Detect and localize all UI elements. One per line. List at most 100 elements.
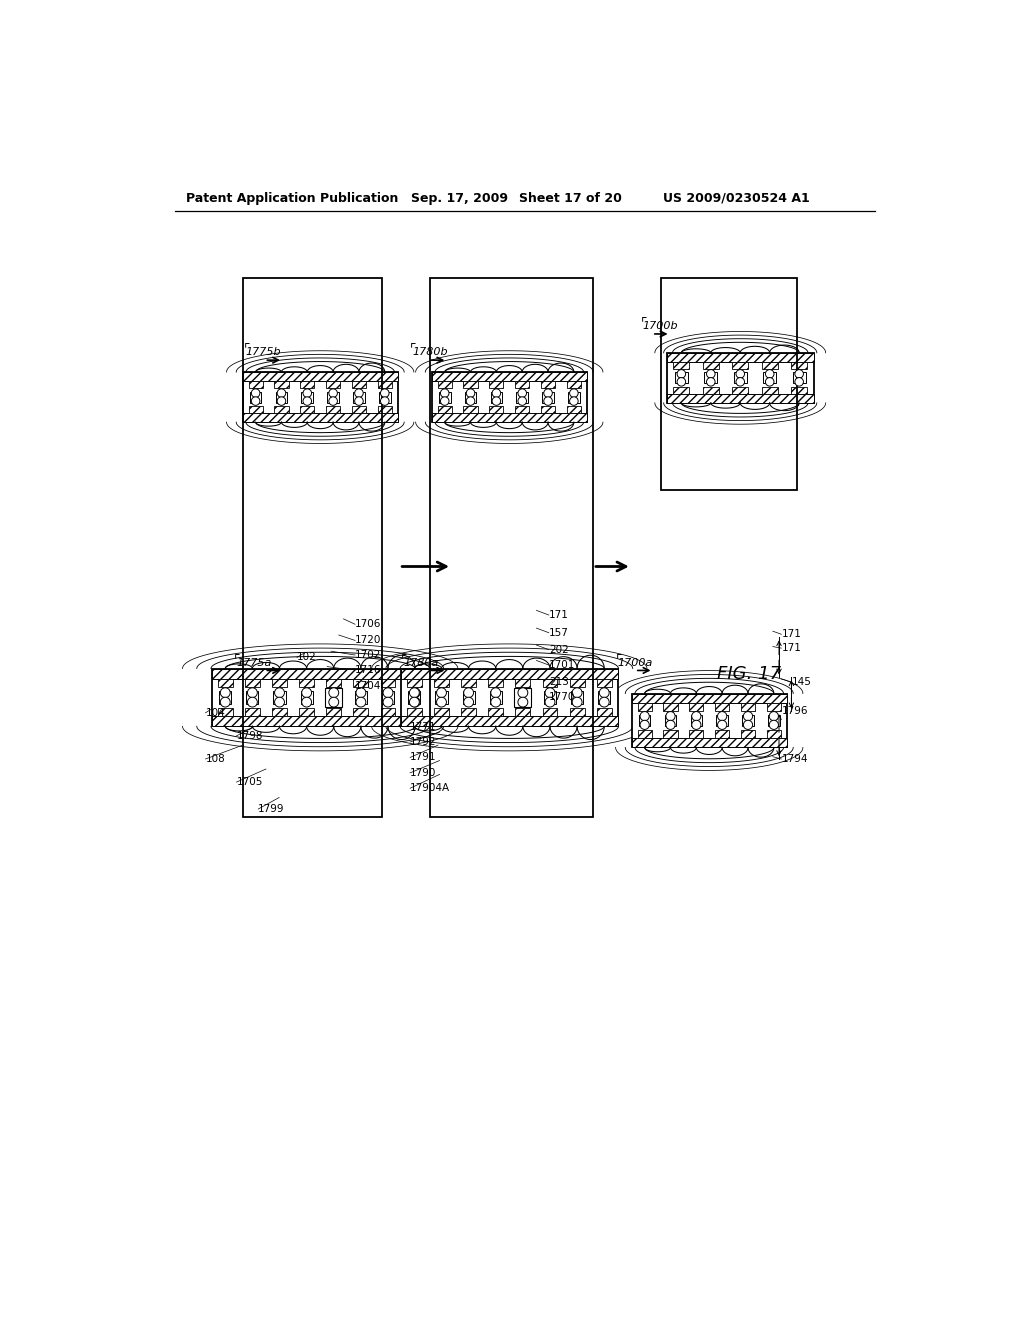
Bar	[432, 372, 587, 422]
Circle shape	[411, 697, 420, 708]
Bar	[407, 678, 422, 686]
Circle shape	[251, 397, 260, 405]
Circle shape	[436, 688, 446, 697]
Bar	[664, 704, 678, 710]
Bar	[245, 708, 260, 715]
Bar	[299, 678, 314, 686]
Bar	[409, 692, 421, 704]
Bar	[212, 668, 429, 678]
Circle shape	[383, 697, 393, 708]
Bar	[212, 668, 429, 726]
Bar	[409, 692, 421, 704]
Bar	[434, 708, 449, 715]
Text: US 2009/0230524 A1: US 2009/0230524 A1	[663, 191, 810, 205]
Circle shape	[274, 688, 285, 697]
Circle shape	[464, 697, 473, 708]
Text: 1705: 1705	[237, 777, 263, 787]
Text: 1791: 1791	[410, 752, 436, 763]
Bar	[673, 387, 689, 393]
Bar	[352, 407, 366, 413]
Circle shape	[743, 711, 753, 721]
Circle shape	[572, 697, 582, 708]
Bar	[515, 407, 529, 413]
Bar	[300, 692, 312, 704]
Bar	[690, 714, 702, 726]
Bar	[741, 704, 755, 710]
Bar	[541, 381, 555, 388]
Bar	[543, 678, 557, 686]
Circle shape	[718, 721, 727, 730]
Bar	[250, 392, 261, 403]
Circle shape	[743, 721, 753, 730]
Bar	[516, 392, 528, 403]
Bar	[274, 407, 289, 413]
Bar	[432, 372, 587, 381]
Bar	[249, 381, 263, 388]
Circle shape	[329, 389, 337, 397]
Circle shape	[718, 711, 727, 721]
Circle shape	[769, 711, 778, 721]
Bar	[272, 708, 287, 715]
Bar	[543, 392, 554, 403]
Circle shape	[518, 697, 527, 708]
Bar	[437, 381, 452, 388]
Bar	[705, 372, 718, 383]
Bar	[407, 708, 422, 715]
Bar	[664, 730, 678, 738]
Bar	[632, 693, 786, 747]
Bar	[673, 362, 689, 368]
Circle shape	[278, 389, 286, 397]
Text: 1796: 1796	[781, 706, 808, 717]
Bar	[353, 708, 369, 715]
Bar	[638, 730, 651, 738]
Bar	[514, 688, 531, 706]
Circle shape	[278, 397, 286, 405]
Bar	[715, 730, 729, 738]
Circle shape	[518, 397, 526, 405]
Bar	[792, 387, 807, 393]
Bar	[326, 407, 340, 413]
Bar	[638, 704, 651, 710]
Bar	[300, 381, 314, 388]
Circle shape	[329, 688, 339, 697]
Bar	[408, 678, 423, 686]
Bar	[245, 678, 260, 686]
Circle shape	[640, 721, 649, 730]
Bar	[439, 392, 451, 403]
Bar	[792, 362, 807, 368]
Bar	[767, 730, 781, 738]
Text: 1702: 1702	[355, 649, 382, 660]
Bar	[489, 381, 504, 388]
Bar	[353, 678, 369, 686]
Text: 1775b: 1775b	[246, 347, 282, 358]
Bar	[465, 392, 476, 403]
Circle shape	[381, 389, 389, 397]
Bar	[249, 407, 263, 413]
Bar	[566, 381, 581, 388]
Circle shape	[464, 688, 473, 697]
Text: 1716: 1716	[355, 665, 382, 676]
Text: 1790: 1790	[410, 768, 436, 777]
Circle shape	[493, 389, 501, 397]
Bar	[568, 392, 580, 403]
Circle shape	[518, 389, 526, 397]
Bar	[515, 708, 530, 715]
Text: 1780b: 1780b	[413, 347, 449, 358]
Bar	[639, 714, 650, 726]
Circle shape	[410, 697, 419, 708]
Bar	[543, 708, 557, 715]
Circle shape	[302, 697, 311, 708]
Bar	[275, 392, 288, 403]
Bar	[689, 730, 703, 738]
Bar	[569, 708, 585, 715]
Circle shape	[303, 397, 311, 405]
Bar	[715, 704, 729, 710]
Circle shape	[440, 397, 449, 405]
Bar	[489, 692, 502, 704]
Bar	[488, 708, 503, 715]
Bar	[218, 678, 232, 686]
Circle shape	[795, 370, 804, 378]
Circle shape	[544, 397, 552, 405]
Text: 1780a: 1780a	[403, 657, 438, 668]
Circle shape	[736, 370, 744, 378]
